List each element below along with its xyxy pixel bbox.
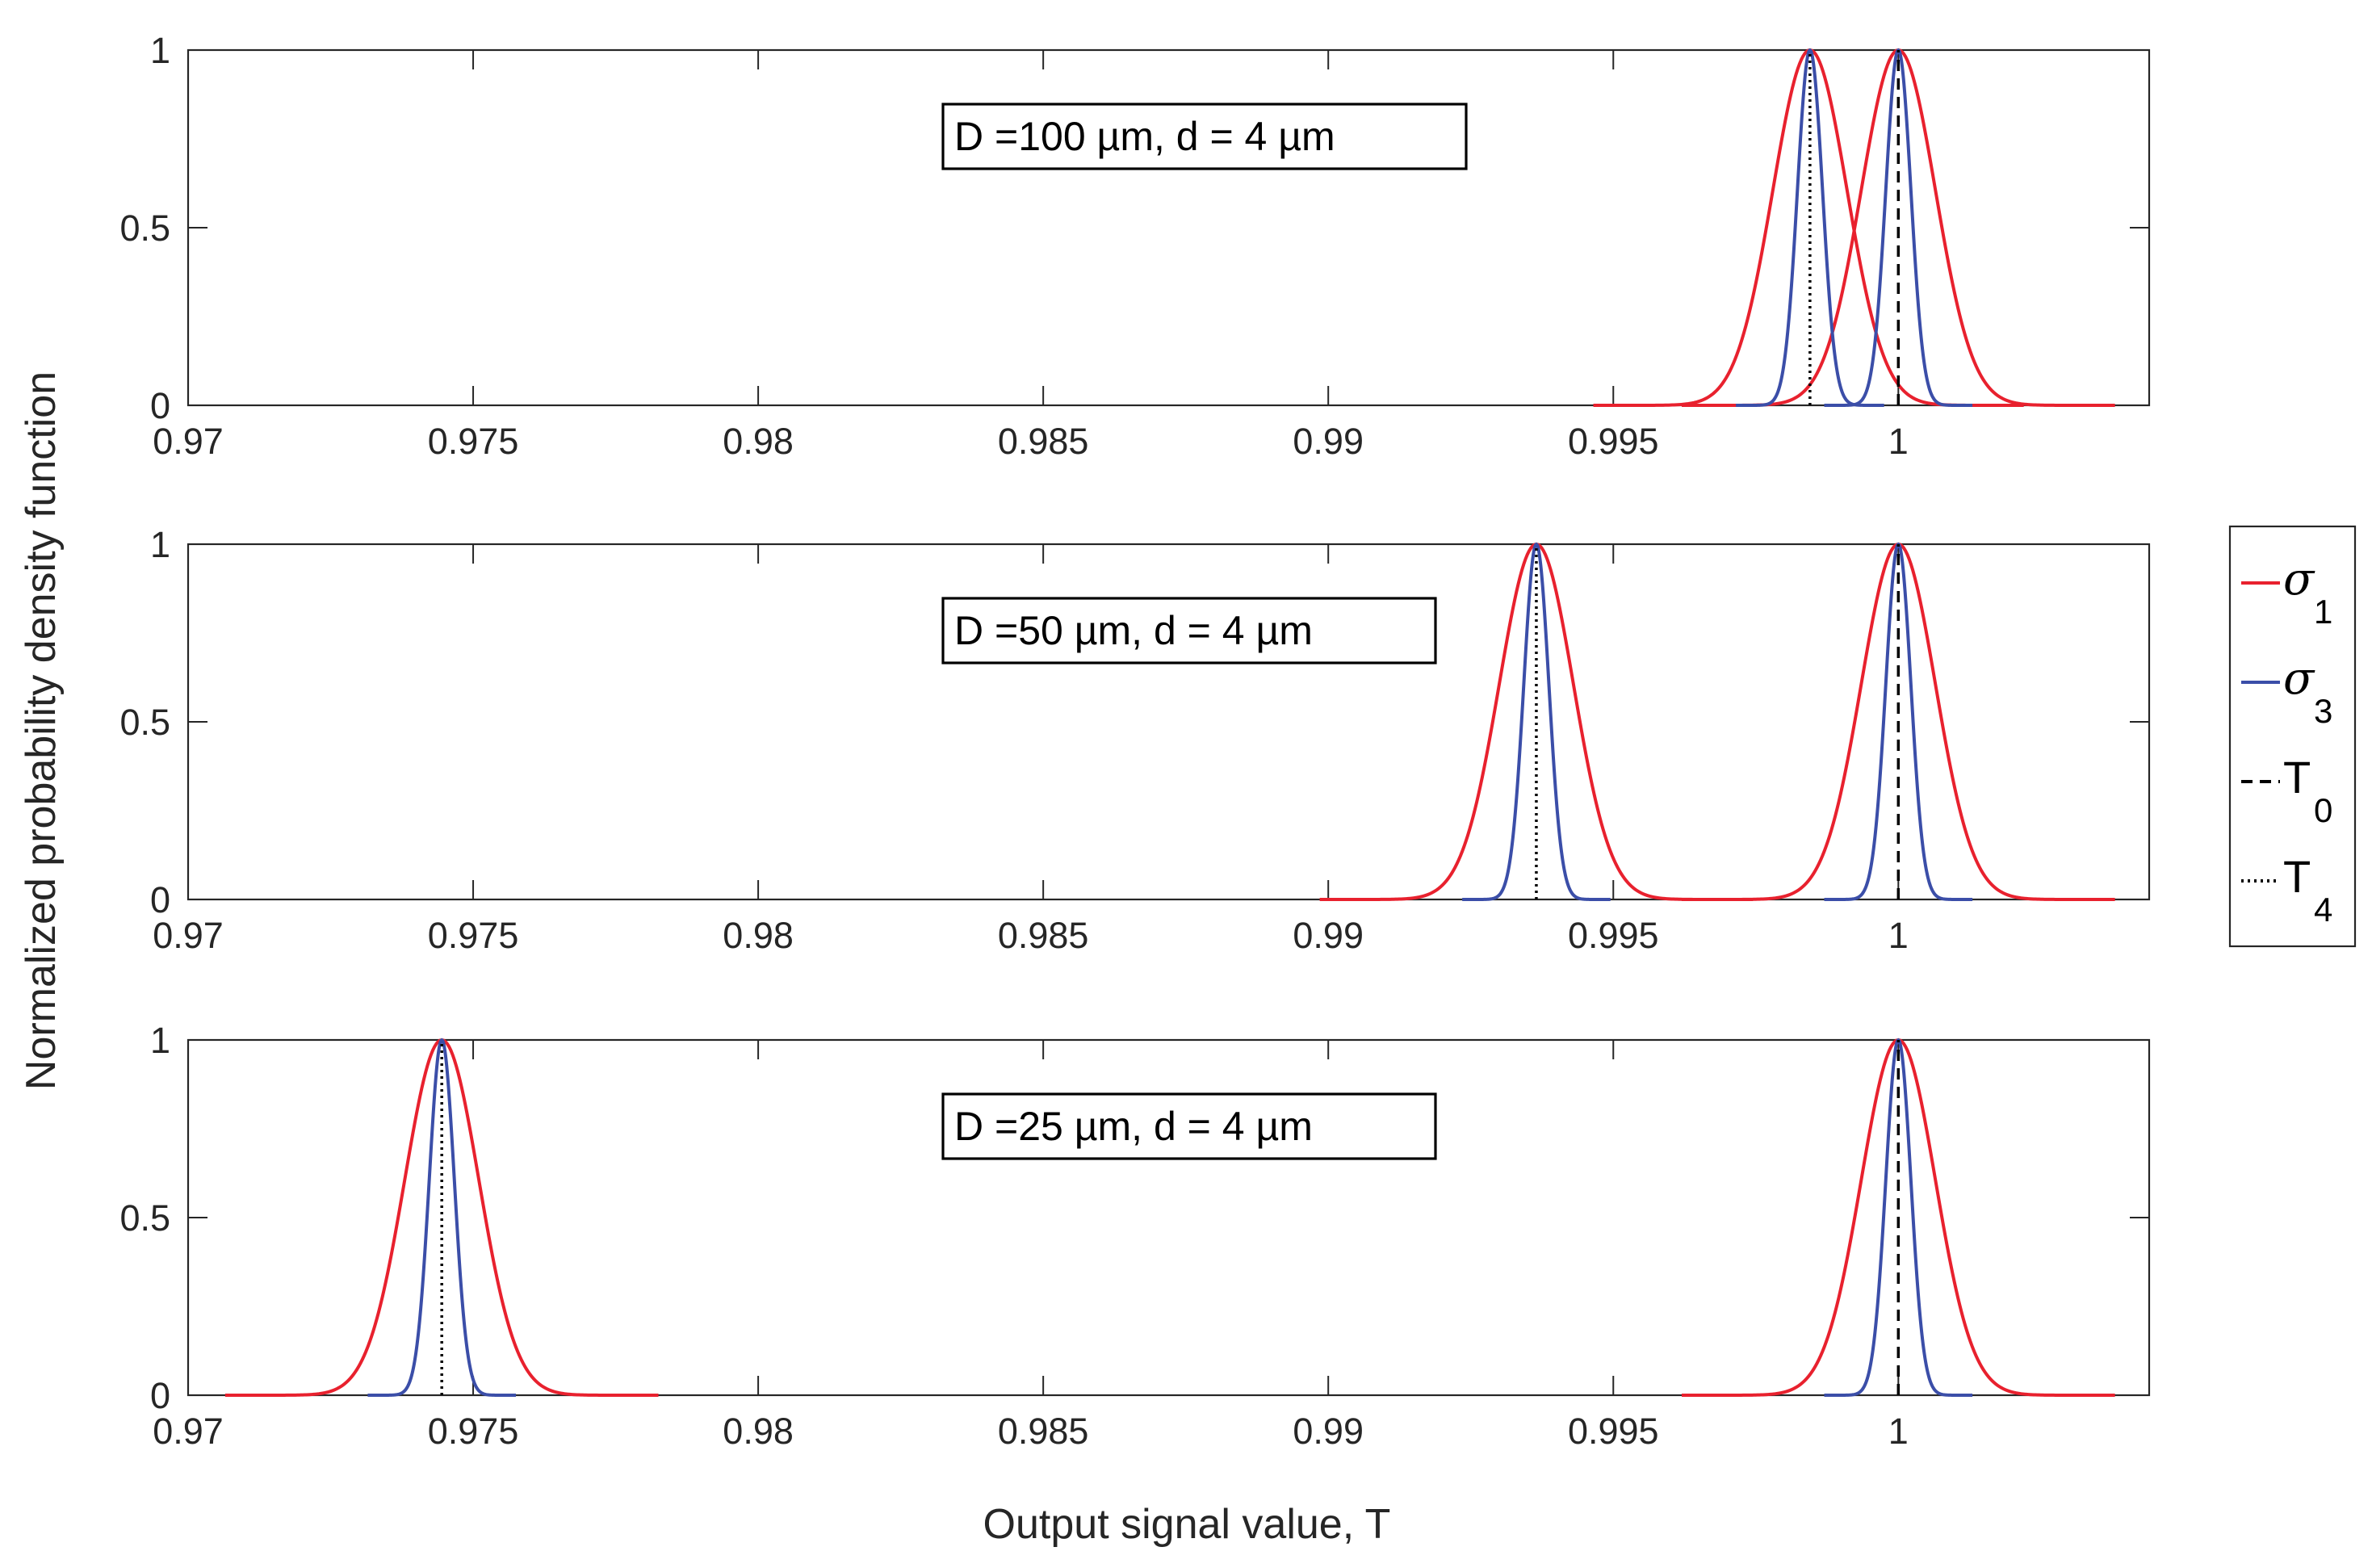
y-tick-label: 1 [150, 30, 170, 71]
annotation-text: D =25 µm, d = 4 µm [954, 1104, 1313, 1149]
annotation-box [941, 1092, 1437, 1160]
annotation-text: D =100 µm, d = 4 µm [954, 114, 1335, 159]
y-tick-label: 0.5 [119, 1197, 170, 1239]
x-tick-label: 1 [1888, 1411, 1909, 1452]
x-tick-label: 0.995 [1568, 915, 1659, 956]
x-tick-label: 0.975 [428, 915, 519, 956]
x-tick-label: 0.985 [998, 1411, 1089, 1452]
x-tick-label: 0.975 [428, 1411, 519, 1452]
x-tick-label: 0.98 [723, 1411, 794, 1452]
legend-label: T [2283, 851, 2311, 902]
legend-subscript: 3 [2314, 692, 2332, 730]
x-tick-label: 0.975 [428, 421, 519, 462]
x-tick-label: 0.995 [1568, 421, 1659, 462]
legend-label: σ [2283, 553, 2315, 606]
legend-subscript: 4 [2314, 891, 2332, 929]
x-tick-label: 0.97 [153, 915, 224, 956]
y-tick-label: 1 [150, 524, 170, 565]
x-tick-label: 0.97 [153, 421, 224, 462]
x-axis-label: Output signal value, T [983, 1501, 1391, 1548]
x-tick-label: 0.98 [723, 915, 794, 956]
x-tick-label: 1 [1888, 421, 1909, 462]
panel-2: 0.97 0.975 0.98 0.985 0.99 0.995 1 0 0.5 1 D =50 µ… [119, 524, 2151, 956]
x-tick-label: 0.985 [998, 421, 1089, 462]
y-tick-label: 0 [150, 879, 170, 920]
legend-subscript: 0 [2314, 791, 2332, 829]
y-tick-label: 0.5 [119, 702, 170, 743]
x-tick-label: 0.97 [153, 1411, 224, 1452]
y-tick-label: 0 [150, 385, 170, 426]
legend-label: σ [2283, 652, 2315, 705]
series-line [1824, 48, 1973, 407]
x-tick-label: 0.985 [998, 915, 1089, 956]
x-tick-label: 0.99 [1293, 421, 1364, 462]
legend-subscript: 1 [2314, 593, 2332, 631]
annotation-box [941, 597, 1437, 665]
x-tick-label: 0.99 [1293, 1411, 1364, 1452]
x-tick-label: 1 [1888, 915, 1909, 956]
x-tick-label: 0.98 [723, 421, 794, 462]
x-tick-label: 0.99 [1293, 915, 1364, 956]
y-tick-label: 1 [150, 1020, 170, 1061]
panel-1: 0.97 0.975 0.98 0.985 0.99 0.995 1 0 0.5 1 D =100 … [119, 30, 2151, 462]
y-axis-label: Normalized probability density function [18, 371, 65, 1090]
annotation-box [941, 103, 1468, 170]
series-line [1462, 542, 1611, 901]
panel-3: 0.97 0.975 0.98 0.985 0.99 0.995 1 0 0.5 1 D =25 µ… [119, 1020, 2151, 1452]
x-tick-label: 0.995 [1568, 1411, 1659, 1452]
annotation-text: D =50 µm, d = 4 µm [954, 608, 1313, 653]
series-line [367, 1038, 517, 1397]
series-line [1736, 48, 1884, 407]
y-tick-label: 0 [150, 1375, 170, 1416]
legend-label: T [2283, 752, 2311, 803]
y-tick-label: 0.5 [119, 208, 170, 249]
legend-box [2228, 525, 2357, 948]
